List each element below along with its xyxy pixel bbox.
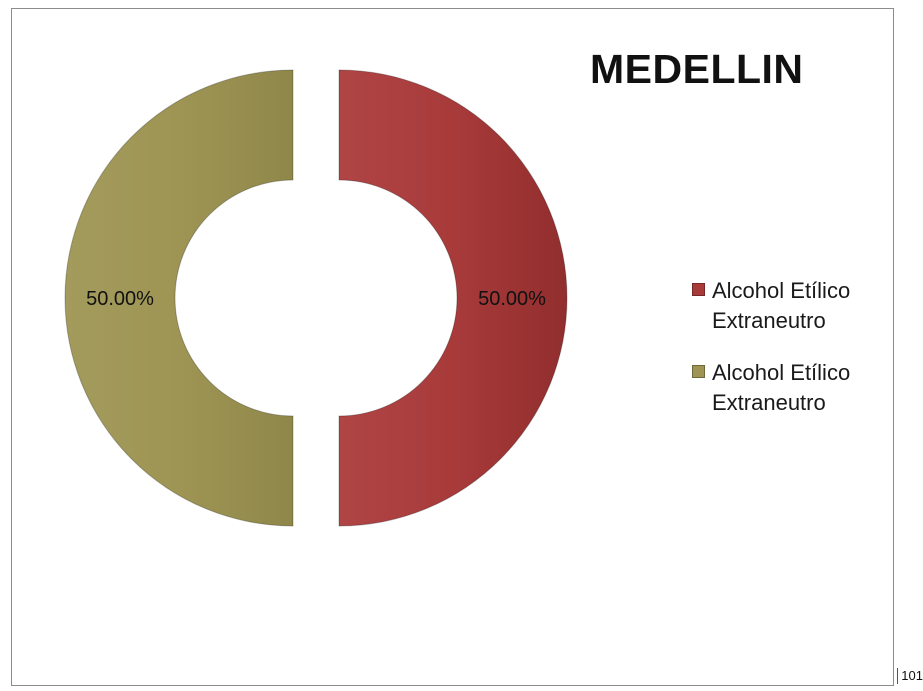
legend-swatch-olive (692, 365, 705, 378)
donut-slice-olive (64, 69, 294, 527)
chart-title: MEDELLIN (590, 46, 804, 92)
legend-item-2: Alcohol Etílico Extraneutro (690, 358, 890, 418)
legend-label: Alcohol Etílico Extraneutro (712, 360, 851, 415)
legend: Alcohol Etílico Extraneutro Alcohol Etíl… (690, 276, 890, 440)
donut-slice-red (338, 69, 568, 527)
slice-data-label: 50.00% (86, 288, 154, 310)
slice-data-label: 50.00% (478, 288, 546, 310)
page-number: 101 (897, 668, 923, 684)
legend-label: Alcohol Etílico Extraneutro (712, 278, 851, 333)
legend-swatch-red (692, 283, 705, 296)
legend-item-1: Alcohol Etílico Extraneutro (690, 276, 890, 336)
